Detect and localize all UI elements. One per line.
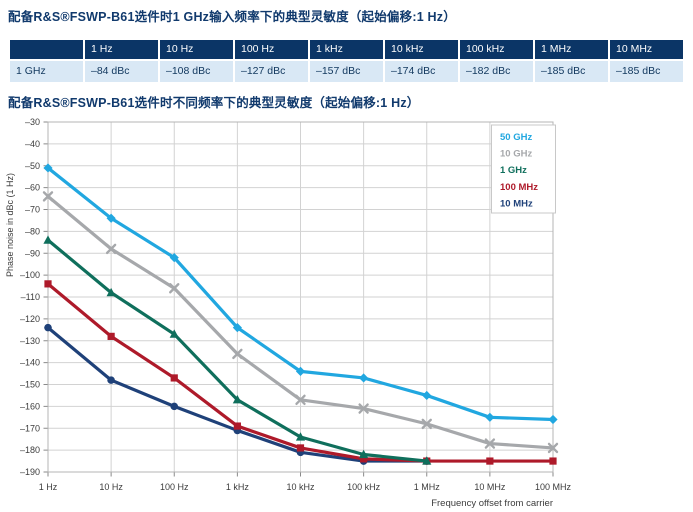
data-point xyxy=(44,280,52,288)
table-header-cell: 1 kHz xyxy=(310,40,383,59)
y-tick-label: –60 xyxy=(25,183,40,193)
table-header-cell: 10 kHz xyxy=(385,40,458,59)
data-point xyxy=(422,390,432,401)
y-tick-label: –90 xyxy=(25,248,40,258)
y-tick-label: –180 xyxy=(20,445,40,455)
y-tick-label: –40 xyxy=(25,139,40,149)
x-tick-label: 10 Hz xyxy=(99,482,123,492)
y-tick-label: –30 xyxy=(25,117,40,127)
data-point xyxy=(359,373,369,383)
y-tick-label: –160 xyxy=(20,401,40,411)
data-point xyxy=(358,403,369,414)
data-point xyxy=(232,323,242,333)
y-tick-label: –50 xyxy=(25,161,40,171)
legend-item: 100 MHz xyxy=(500,182,538,193)
x-tick-label: 100 MHz xyxy=(535,482,572,492)
data-point xyxy=(43,235,53,244)
data-point xyxy=(486,457,494,465)
x-tick-label: 10 kHz xyxy=(286,482,315,492)
data-point xyxy=(295,366,306,376)
y-tick-label: –120 xyxy=(20,314,40,324)
table-header-cell: 10 MHz xyxy=(610,40,683,59)
y-tick-label: –100 xyxy=(20,270,40,280)
x-tick-label: 100 kHz xyxy=(347,482,381,492)
data-point xyxy=(42,191,54,202)
y-tick-label: –150 xyxy=(20,380,40,390)
data-point xyxy=(295,394,306,406)
y-tick-label: –80 xyxy=(25,226,40,236)
data-point xyxy=(485,412,495,422)
table-header-row: 1 Hz 10 Hz 100 Hz 1 kHz 10 kHz 100 kHz 1 MHz 10… xyxy=(10,40,683,59)
data-point xyxy=(44,323,52,332)
table-cell: –185 dBc xyxy=(610,61,683,82)
sensitivity-table-body: 1 GHz –84 dBc –108 dBc –127 dBc –157 dBc –174… xyxy=(10,61,683,82)
data-point xyxy=(169,283,180,294)
table-header-cell: 100 kHz xyxy=(460,40,533,59)
sensitivity-table-head: 1 Hz 10 Hz 100 Hz 1 kHz 10 kHz 100 kHz 1 MHz 10… xyxy=(10,40,683,59)
table-cell: –174 dBc xyxy=(385,61,458,82)
table-header-cell: 10 Hz xyxy=(160,40,233,59)
table-row-label: 1 GHz xyxy=(10,61,83,82)
data-point xyxy=(169,329,179,338)
y-tick-label: –190 xyxy=(20,467,40,477)
y-tick-label: –130 xyxy=(20,336,40,346)
table-header-cell: 100 Hz xyxy=(235,40,308,59)
data-point xyxy=(106,213,116,223)
y-tick-label: –140 xyxy=(20,358,40,368)
table-header-cell: 1 MHz xyxy=(535,40,608,59)
chart-section-title: 配备R&S®FSWP-B61选件时不同频率下的典型灵敏度（起始偏移:1 Hz） xyxy=(8,96,420,110)
data-point xyxy=(296,444,305,452)
table-cell: –108 dBc xyxy=(160,61,233,82)
table-corner-cell xyxy=(10,40,83,59)
y-axis-title: Phase noise in dBc (1 Hz) xyxy=(5,173,15,277)
data-point xyxy=(360,455,368,463)
data-point xyxy=(170,374,178,382)
table-cell: –157 dBc xyxy=(310,61,383,82)
table-cell: –182 dBc xyxy=(460,61,533,82)
plot-border xyxy=(47,121,554,473)
x-tick-label: 100 Hz xyxy=(160,482,189,492)
data-point xyxy=(170,402,179,411)
data-point xyxy=(359,449,369,459)
y-tick-label: –110 xyxy=(21,292,40,302)
data-point xyxy=(43,163,53,173)
table-cell: –127 dBc xyxy=(235,61,308,82)
x-tick-label: 1 MHz xyxy=(414,482,441,492)
data-point xyxy=(232,348,243,360)
data-point xyxy=(295,432,306,441)
y-tick-label: –170 xyxy=(20,423,40,433)
data-point xyxy=(421,418,432,430)
data-point xyxy=(422,456,432,465)
table-section-title: 配备R&S®FSWP-B61选件时1 GHz输入频率下的典型灵敏度（起始偏移:1… xyxy=(8,10,456,24)
table-row: 1 GHz –84 dBc –108 dBc –127 dBc –157 dBc –174… xyxy=(10,61,683,82)
y-tick-label: –70 xyxy=(25,205,40,215)
data-point xyxy=(547,442,559,454)
legend-item: 10 GHz xyxy=(500,149,532,160)
x-tick-label: 1 Hz xyxy=(39,482,58,492)
data-point xyxy=(107,376,115,384)
table-cell: –185 dBc xyxy=(535,61,608,82)
table-header-cell: 1 Hz xyxy=(85,40,158,59)
x-axis-title: Frequency offset from carrier xyxy=(431,498,553,509)
data-point xyxy=(105,243,117,255)
x-tick-label: 10 MHz xyxy=(474,482,506,492)
data-point xyxy=(548,414,558,425)
legend-item: 10 MHz xyxy=(500,198,533,209)
sensitivity-table: 1 Hz 10 Hz 100 Hz 1 kHz 10 kHz 100 kHz 1 MHz 10… xyxy=(8,38,685,84)
data-point xyxy=(484,438,496,449)
data-point xyxy=(106,287,116,297)
x-tick-label: 1 kHz xyxy=(226,482,250,492)
legend-box xyxy=(491,124,556,214)
data-point xyxy=(107,332,115,340)
data-point xyxy=(233,422,241,430)
data-point xyxy=(169,253,179,263)
phase-noise-chart: –30 –40 –50 –60 –70 –80 –90 –100 –110 –120 –130 –14… xyxy=(5,117,572,509)
data-point xyxy=(549,457,557,465)
data-point xyxy=(232,395,242,404)
legend-item: 1 GHz xyxy=(500,165,527,176)
legend-item: 50 GHz xyxy=(500,132,532,143)
table-cell: –84 dBc xyxy=(85,61,158,82)
